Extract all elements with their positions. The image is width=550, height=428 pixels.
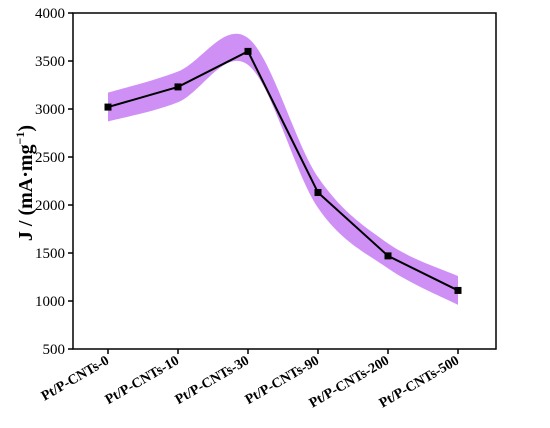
x-category-label: Pt/P-CNTs-0 [39, 353, 112, 404]
error-band [108, 33, 458, 305]
plot-frame [72, 12, 497, 350]
data-point-marker [314, 189, 322, 197]
y-axis-title-main: J / (mA·mg [15, 144, 37, 241]
y-tick-label: 500 [43, 342, 66, 358]
y-axis-ticks: 500 1000 1500 2000 2500 3000 3500 4000 [35, 6, 73, 358]
data-point-marker [104, 103, 112, 111]
series-line [107, 50, 459, 292]
series-layer [104, 47, 462, 294]
x-category-label: Pt/P-CNTs-30 [173, 353, 252, 407]
y-tick-label: 1500 [35, 246, 65, 262]
data-point-marker [244, 47, 252, 55]
y-axis-title-superscript: −1 [13, 132, 27, 145]
y-tick-label: 3500 [35, 54, 65, 70]
y-axis-title: J / (mA·mg−1) [13, 125, 37, 241]
y-tick-label: 2000 [35, 198, 65, 214]
y-tick-label: 1000 [35, 294, 65, 310]
y-tick-label: 4000 [35, 6, 65, 22]
x-category-label: Pt/P-CNTs-10 [103, 353, 182, 407]
data-point-marker [384, 252, 392, 260]
data-point-marker [174, 83, 182, 91]
error-band-layer [108, 33, 458, 305]
data-point-marker [454, 286, 462, 294]
y-tick-label: 2500 [35, 150, 65, 166]
y-tick-label: 3000 [35, 102, 65, 118]
y-axis-title-close: ) [15, 125, 37, 132]
x-category-label: Pt/P-CNTs-500 [377, 353, 462, 411]
